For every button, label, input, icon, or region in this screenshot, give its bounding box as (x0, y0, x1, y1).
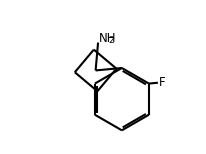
Text: 2: 2 (109, 36, 114, 45)
Text: F: F (159, 76, 165, 89)
Text: NH: NH (99, 32, 116, 45)
